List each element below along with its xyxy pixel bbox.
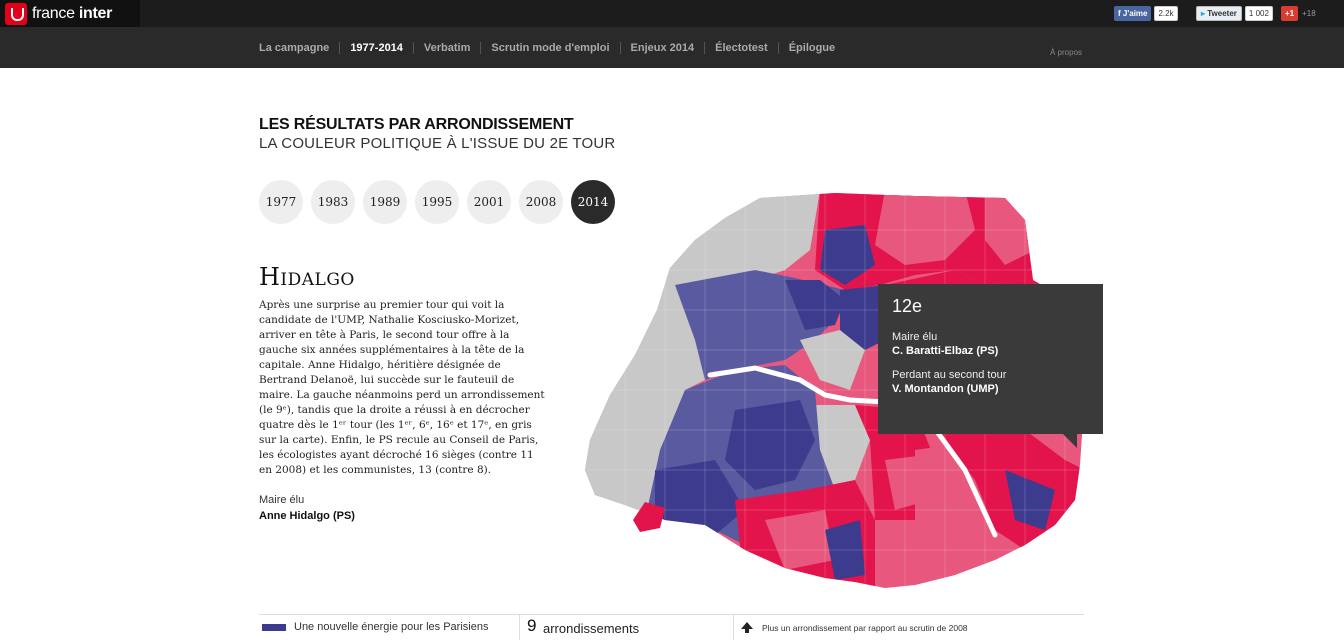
elected-mayor-label: Maire élu	[259, 494, 305, 506]
nav-item-scrutin[interactable]: Scrutin mode d'emploi	[480, 41, 619, 54]
tooltip-perdant-label: Perdant au second tour	[892, 369, 1007, 381]
year-button-1983[interactable]: 1983	[311, 180, 355, 224]
nav-item-electotest[interactable]: Électotest	[704, 41, 778, 54]
facebook-like-widget[interactable]: f J'aime 2.2k	[1114, 6, 1178, 21]
elected-mayor-name: Anne Hidalgo (PS)	[259, 510, 355, 522]
section-subtitle: LA COULEUR POLITIQUE À L'ISSUE DU 2E TOU…	[259, 135, 616, 152]
nav-menu: La campagne 1977-2014 Verbatim Scrutin m…	[259, 27, 845, 68]
facebook-like-count: 2.2k	[1154, 6, 1178, 21]
footer-separator-2	[733, 614, 734, 640]
mayor-name-heading: Hidalgo	[259, 263, 355, 291]
gplus-count: +18	[1302, 9, 1316, 18]
legend: Une nouvelle énergie pour les Parisiens	[262, 621, 488, 633]
arrondissement-tooltip: 12e Maire élu C. Baratti-Elbaz (PS) Perd…	[878, 284, 1103, 448]
footer-divider	[259, 614, 1084, 615]
nav-item-la-campagne[interactable]: La campagne	[259, 41, 330, 54]
legend-swatch	[262, 623, 286, 631]
year-button-1989[interactable]: 1989	[363, 180, 407, 224]
nav-item-enjeux-2014[interactable]: Enjeux 2014	[619, 41, 705, 54]
arrondissement-9[interactable]	[840, 285, 885, 350]
arrondissement-count-label: arrondissements	[543, 621, 640, 636]
year-button-1977[interactable]: 1977	[259, 180, 303, 224]
footer-separator	[519, 614, 520, 640]
gplus-button[interactable]: +1	[1281, 6, 1299, 21]
facebook-icon: f	[1118, 9, 1123, 18]
tooltip-perdant-name: V. Montandon (UMP)	[892, 383, 999, 395]
year-button-1995[interactable]: 1995	[415, 180, 459, 224]
gplus-widget[interactable]: +1 +18	[1281, 6, 1316, 21]
apropos-link[interactable]: À propos	[1050, 48, 1083, 57]
year-button-2008[interactable]: 2008	[519, 180, 563, 224]
arrondissement-7[interactable]	[725, 400, 815, 490]
election-description: Après une surprise au premier tour qui v…	[259, 299, 545, 476]
tweet-button[interactable]: ▸ Tweeter	[1196, 6, 1242, 21]
brand-name: france inter	[32, 4, 113, 22]
arrondissement-1[interactable]	[800, 330, 865, 390]
year-button-2014[interactable]: 2014	[571, 180, 615, 224]
year-selector: 1977 1983 1989 1995 2001 2008 2014	[259, 180, 623, 224]
tooltip-elu-name: C. Baratti-Elbaz (PS)	[892, 345, 999, 357]
tooltip-arrondissement: 12e	[892, 296, 923, 316]
legend-label: Une nouvelle énergie pour les Parisiens	[294, 621, 489, 633]
arrow-up-icon	[741, 622, 753, 633]
arrondissement-6[interactable]	[815, 405, 870, 490]
tweet-count: 1 002	[1244, 6, 1273, 21]
footer-note: Plus un arrondissement par rapport au sc…	[762, 623, 968, 633]
twitter-widget[interactable]: ▸ Tweeter 1 002	[1196, 6, 1273, 21]
top-bar: france inter f J'aime 2.2k ▸ Tweeter 1 0…	[0, 0, 1344, 27]
nav-item-verbatim[interactable]: Verbatim	[412, 41, 480, 54]
seine-river	[707, 365, 998, 538]
facebook-like-button[interactable]: f J'aime	[1114, 6, 1152, 21]
tooltip-elu-label: Maire élu	[892, 331, 938, 343]
france-inter-logo-icon	[5, 2, 27, 25]
year-button-2001[interactable]: 2001	[467, 180, 511, 224]
france-inter-logo[interactable]: france inter	[0, 0, 140, 27]
nav-item-epilogue[interactable]: Épilogue	[777, 41, 845, 54]
bois-boulogne-district	[633, 502, 665, 532]
main-navigation: La campagne 1977-2014 Verbatim Scrutin m…	[0, 27, 1344, 68]
twitter-bird-icon: ▸	[1201, 9, 1208, 18]
nav-item-1977-2014[interactable]: 1977-2014	[339, 41, 413, 54]
section-title: LES RÉSULTATS PAR ARRONDISSEMENT	[259, 116, 574, 133]
arrondissement-count: 9	[527, 616, 537, 635]
